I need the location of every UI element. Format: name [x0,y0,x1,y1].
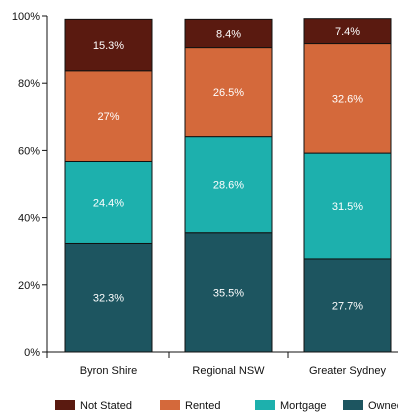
data-label: 35.5% [213,287,244,299]
x-tick-label: Byron Shire [80,365,137,377]
bar-segment-not-stated-2 [303,18,392,45]
x-tick-label: Regional NSW [192,365,265,377]
bar-segment-rented-2 [303,43,392,154]
data-label: 27% [97,111,119,123]
legend-label-rented: Rented [185,400,220,412]
axes-layer: 0% 20% 40% 60% 80% 100% Byron Shire Regional NS… [12,11,398,377]
y-tick-label: 80% [18,78,40,90]
data-label: 26.5% [213,87,244,99]
legend-label-mortgage: Mortgage [280,400,326,412]
legend-swatch-rented [160,400,180,410]
bar-segment-not-stated-0 [64,18,153,72]
bar-segment-mortgage-0 [64,160,153,244]
bar-segment-owned-1 [184,232,273,353]
legend-label-not-stated: Not Stated [80,400,132,412]
data-label: 32.6% [332,93,363,105]
legend-label-owned: Owned [368,400,398,412]
data-label: 31.5% [332,201,363,213]
bar-segment-mortgage-2 [303,152,392,260]
bar-segment-not-stated-1 [184,18,273,49]
data-label: 24.4% [93,197,124,209]
bars-layer: 32.3% 24.4% 27% 15.3% 35.5% 28.6% 26.5% 8.4% 27.… [64,18,392,353]
data-label: 32.3% [93,293,124,305]
bar-segment-mortgage-1 [184,136,273,234]
bar-segment-rented-1 [184,47,273,138]
y-tick-label: 20% [18,280,40,292]
legend-swatch-owned [343,400,363,410]
legend-swatch-mortgage [255,400,275,410]
y-tick-label: 60% [18,145,40,157]
y-tick-label: 40% [18,213,40,225]
x-tick-label: Greater Sydney [309,365,387,377]
bar-segment-owned-0 [64,242,153,353]
data-label: 8.4% [216,28,241,40]
data-label: 15.3% [93,40,124,52]
legend: Not Stated Rented Mortgage Owned [55,400,398,412]
legend-swatch-not-stated [55,400,75,410]
data-label: 7.4% [335,26,360,38]
y-tick-label: 100% [12,11,40,23]
data-label: 27.7% [332,300,363,312]
y-tick-label: 0% [24,347,40,359]
data-label: 28.6% [213,180,244,192]
